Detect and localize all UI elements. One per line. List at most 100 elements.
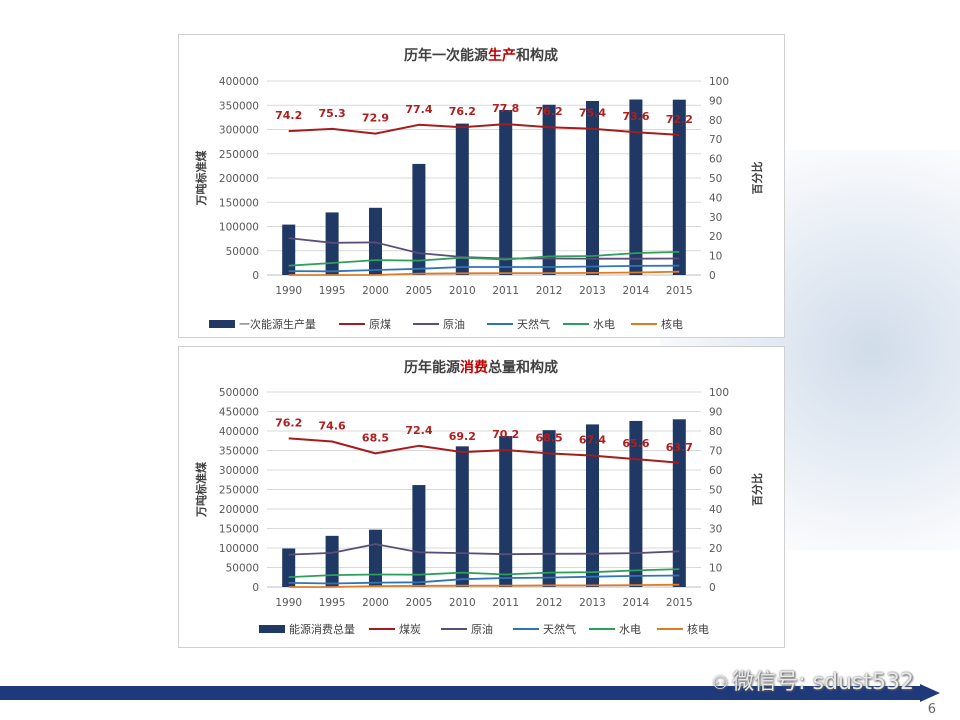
y-tick-label: 450000	[219, 407, 259, 419]
y2-tick-label: 100	[709, 76, 729, 88]
x-tick-label: 1995	[319, 597, 346, 609]
bar	[585, 424, 600, 587]
data-label: 70.2	[492, 428, 519, 441]
y-tick-label: 350000	[219, 100, 259, 112]
series-line	[288, 251, 680, 267]
data-label: 74.2	[275, 109, 302, 122]
data-label: 76.2	[536, 105, 563, 118]
x-tick-label: 2013	[579, 597, 606, 609]
x-tick-label: 1995	[319, 285, 346, 297]
y2-tick-label: 20	[709, 231, 722, 243]
series-line	[288, 264, 680, 273]
data-label: 76.2	[449, 105, 476, 118]
wechat-icon: ⚇	[712, 673, 729, 694]
y-tick-label: 250000	[219, 485, 259, 497]
y2-tick-label: 30	[709, 524, 722, 536]
x-tick-label: 1990	[275, 597, 302, 609]
x-tick-label: 2011	[492, 597, 519, 609]
data-label: 75.3	[319, 107, 346, 120]
series-line	[288, 568, 680, 578]
legend-label: 天然气	[543, 622, 576, 636]
bar	[542, 104, 556, 275]
x-tick-label: 2000	[362, 285, 389, 297]
bar	[629, 420, 643, 587]
x-tick-label: 1990	[275, 285, 302, 297]
series-line	[288, 583, 680, 588]
x-tick-label: 2014	[623, 597, 650, 609]
y2-axis-label: 百分比	[750, 473, 764, 506]
y-tick-label: 300000	[219, 465, 259, 477]
y-tick-label: 0	[252, 582, 259, 594]
x-tick-label: 2015	[666, 597, 693, 609]
y2-tick-label: 40	[709, 192, 722, 204]
chart-title-part: 和构成	[516, 47, 558, 64]
data-label: 77.4	[405, 103, 432, 116]
bottom-arrow-bar	[0, 684, 940, 702]
y-tick-label: 400000	[219, 426, 259, 438]
y-tick-label: 350000	[219, 446, 259, 458]
x-tick-label: 2010	[449, 597, 476, 609]
y2-tick-label: 0	[709, 270, 716, 282]
legend-swatch	[259, 625, 285, 633]
y2-tick-label: 90	[709, 407, 722, 419]
legend-label: 能源消费总量	[289, 622, 355, 636]
bar	[672, 419, 686, 587]
y2-tick-label: 70	[709, 446, 722, 458]
legend-label: 水电	[593, 318, 615, 331]
bar	[672, 99, 686, 275]
bar	[499, 436, 513, 587]
y-tick-label: 50000	[226, 246, 259, 258]
legend-label: 原煤	[369, 318, 391, 331]
bar	[499, 110, 513, 275]
series-line	[288, 237, 680, 260]
y-tick-label: 200000	[219, 173, 259, 185]
y2-tick-label: 40	[709, 504, 722, 516]
legend-label: 一次能源生产量	[239, 317, 316, 331]
data-label: 63.7	[666, 441, 693, 454]
chart-title-part: 生产	[488, 47, 516, 64]
chart-title-part: 历年能源	[404, 359, 460, 376]
chart-panel-consumption: 历年能源消费总量和构成 0 50000 100000 150000 200000 25000…	[178, 346, 785, 648]
series-line	[288, 123, 680, 136]
bar	[325, 535, 339, 587]
data-label: 72.2	[666, 113, 693, 126]
y-tick-label: 400000	[219, 76, 259, 88]
bar	[325, 212, 339, 275]
data-label: 77.8	[492, 102, 519, 115]
y2-tick-label: 0	[709, 582, 716, 594]
y-tick-label: 150000	[219, 197, 259, 209]
bar	[282, 224, 296, 275]
data-label: 73.6	[622, 110, 649, 123]
y2-tick-label: 60	[709, 154, 722, 166]
y-tick-label: 150000	[219, 524, 259, 536]
page-number: 6	[927, 702, 936, 717]
x-tick-label: 2013	[579, 285, 606, 297]
data-label: 68.5	[536, 431, 563, 444]
data-label: 72.9	[362, 112, 389, 125]
data-label: 67.4	[579, 434, 606, 447]
y-axis-label: 万吨标准煤	[194, 461, 208, 518]
series-line	[288, 437, 680, 464]
y2-tick-label: 30	[709, 212, 722, 224]
y-tick-label: 300000	[219, 125, 259, 137]
y-tick-label: 500000	[219, 387, 259, 399]
y2-tick-label: 10	[709, 563, 722, 575]
y-tick-label: 200000	[219, 504, 259, 516]
x-tick-label: 2005	[406, 597, 433, 609]
x-tick-label: 2000	[362, 597, 389, 609]
x-tick-label: 2015	[666, 285, 693, 297]
x-tick-label: 2012	[536, 285, 563, 297]
x-tick-label: 2012	[536, 597, 563, 609]
chart-consumption-svg: 历年能源消费总量和构成 0 50000 100000 150000 200000 25000…	[194, 359, 764, 636]
y-tick-label: 50000	[226, 563, 259, 575]
legend-label: 核电	[661, 317, 683, 331]
chart-title: 历年能源消费总量和构成	[404, 359, 558, 376]
data-label: 68.5	[362, 431, 389, 444]
legend-label: 原油	[471, 622, 493, 636]
data-label: 75.4	[579, 107, 606, 120]
data-label: 76.2	[275, 416, 302, 429]
y2-tick-label: 90	[709, 95, 722, 107]
y2-tick-label: 70	[709, 134, 722, 146]
x-tick-label: 2011	[492, 285, 519, 297]
bar	[412, 485, 426, 587]
